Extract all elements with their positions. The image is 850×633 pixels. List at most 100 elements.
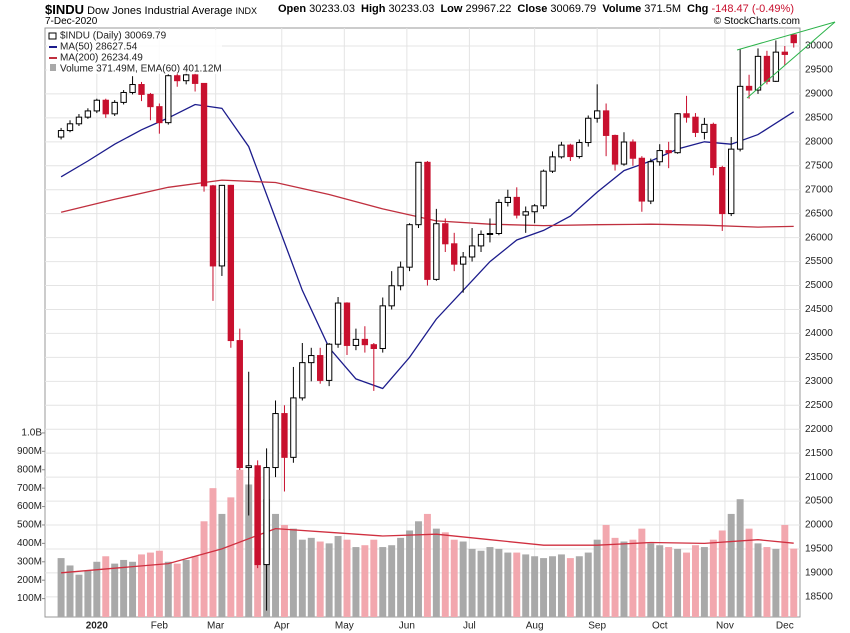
volume-bar	[227, 497, 235, 617]
candle-body	[558, 144, 565, 158]
volume-bar	[441, 532, 449, 617]
y2-tick-label: 100M	[17, 593, 42, 604]
volume-bar	[397, 537, 405, 617]
volume-bar	[754, 543, 762, 617]
trend-line	[746, 21, 836, 99]
candle-body	[719, 166, 726, 215]
volume-bar	[146, 552, 154, 617]
y-tick-label: 18500	[805, 592, 833, 603]
volume-bar	[611, 537, 619, 617]
y-tick-label: 26000	[805, 232, 833, 243]
volume-bar	[745, 528, 753, 617]
candle-body	[477, 233, 485, 247]
credit[interactable]: © StockCharts.com	[713, 15, 800, 27]
candle-body	[281, 413, 288, 458]
volume-bar	[191, 556, 199, 617]
candle-body	[93, 99, 101, 112]
quote-item: Chg -148.47 (-0.49%)	[687, 3, 794, 15]
y-tick-label: 20500	[805, 496, 833, 507]
volume-bar	[736, 499, 744, 617]
volume-bar	[656, 545, 664, 617]
candle-body	[138, 84, 145, 95]
candle-body	[683, 113, 690, 118]
quote-item: High 30233.03	[361, 3, 434, 15]
candle-body	[656, 150, 663, 163]
candle-body	[111, 101, 118, 115]
candle-body	[495, 201, 503, 234]
candle-body	[84, 110, 92, 118]
volume-bar	[289, 528, 297, 617]
x-tick-label: 2020	[86, 621, 109, 632]
volume-bar	[549, 556, 556, 617]
volume-bar	[298, 539, 306, 617]
y-tick-label: 20000	[805, 520, 833, 531]
date: 7-Dec-2020	[45, 15, 98, 27]
candle-body	[745, 85, 753, 91]
candle-body	[710, 123, 717, 168]
volume-bar	[182, 559, 190, 617]
y-tick-label: 27500	[805, 160, 833, 171]
volume-bar	[683, 552, 691, 617]
candle-body	[459, 256, 467, 265]
volume-bar	[450, 539, 458, 617]
quote-value: 371.5M	[644, 3, 681, 15]
legend-swatch	[50, 64, 56, 71]
volume-bar	[468, 548, 476, 617]
volume-bar	[111, 563, 119, 617]
candle-body	[120, 91, 127, 103]
y-tick-label: 29000	[805, 89, 833, 100]
volume-bar	[57, 558, 65, 617]
candle-body	[585, 117, 592, 144]
volume-bar	[540, 558, 548, 617]
quote-value: 29967.22	[465, 3, 512, 15]
volume-bar	[495, 548, 503, 617]
y2-tick-label: 900M	[17, 446, 42, 457]
y-tick-label: 25000	[805, 280, 833, 291]
candle-body	[513, 196, 520, 216]
volume-bar	[790, 548, 798, 617]
candle-body	[290, 397, 297, 458]
volume-bar	[218, 513, 226, 617]
y-tick-label: 23500	[805, 352, 833, 363]
y-tick-label: 25500	[805, 256, 833, 267]
candle-body	[129, 84, 136, 93]
candle-body	[522, 211, 529, 216]
x-tick-label: Aug	[526, 621, 544, 632]
x-tick-label: Feb	[151, 621, 169, 632]
volume-bar	[700, 547, 708, 617]
y-tick-label: 27000	[805, 184, 833, 195]
candle-body	[736, 85, 744, 150]
instrument-name: Dow Jones Industrial Average	[87, 4, 233, 17]
legend-bg	[47, 30, 222, 74]
legend-label: Volume 371.49M, EMA(60) 401.12M	[60, 64, 222, 75]
candle-body	[468, 245, 476, 258]
ma-line	[60, 103, 795, 390]
x-tick-label: Mar	[207, 621, 225, 632]
volume-bar	[155, 550, 163, 617]
candle-body	[66, 123, 74, 132]
volume-bar	[388, 545, 396, 617]
x-tick-label: Sep	[588, 621, 606, 632]
y2-tick-label: 700M	[17, 483, 42, 494]
volume-bar	[272, 513, 280, 617]
volume-bar	[406, 530, 414, 617]
candle-body	[245, 465, 252, 469]
volume-bar	[629, 539, 637, 617]
candle-body	[254, 465, 261, 566]
candle-body	[397, 266, 404, 287]
candle-body	[147, 93, 154, 108]
volume-bar	[245, 484, 253, 617]
candle-body	[370, 344, 377, 350]
volume-bar	[414, 521, 422, 617]
volume-bar	[280, 524, 288, 617]
candle-body	[781, 51, 788, 55]
candle-body	[647, 161, 654, 202]
y-tick-label: 30000	[805, 41, 833, 52]
y-tick-label: 28500	[805, 113, 833, 124]
y-tick-label: 24000	[805, 328, 833, 339]
volume-bar	[674, 548, 682, 617]
candle-body	[701, 123, 708, 133]
quote-label: Chg	[687, 3, 709, 15]
candle-body	[227, 184, 235, 342]
